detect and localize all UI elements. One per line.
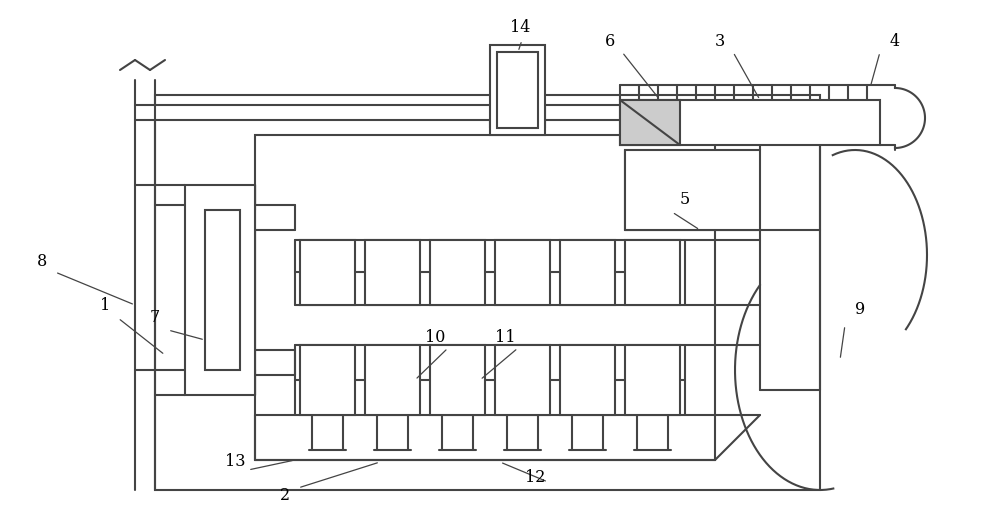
Bar: [205, 210, 240, 370]
Text: 12: 12: [525, 469, 545, 486]
Bar: [300, 345, 355, 415]
Bar: [255, 135, 715, 460]
Bar: [155, 95, 820, 490]
Bar: [620, 100, 680, 145]
Bar: [365, 345, 420, 415]
Bar: [495, 240, 550, 305]
Bar: [625, 150, 760, 230]
Bar: [625, 345, 680, 415]
Bar: [620, 100, 880, 145]
Bar: [560, 345, 615, 415]
Bar: [300, 240, 355, 305]
Text: 11: 11: [495, 330, 515, 347]
Text: 7: 7: [150, 310, 160, 327]
Text: 6: 6: [605, 33, 615, 50]
Text: 9: 9: [855, 302, 865, 319]
Bar: [185, 185, 255, 395]
Bar: [560, 240, 615, 305]
Text: 5: 5: [680, 192, 690, 209]
Bar: [490, 45, 545, 135]
Text: 3: 3: [715, 33, 725, 50]
Bar: [497, 52, 538, 128]
Text: 10: 10: [425, 330, 445, 347]
Text: 4: 4: [890, 33, 900, 50]
Text: 13: 13: [225, 453, 245, 470]
Text: 1: 1: [100, 296, 110, 313]
Bar: [430, 345, 485, 415]
Text: 2: 2: [280, 486, 290, 503]
Bar: [495, 345, 550, 415]
Bar: [625, 240, 680, 305]
Text: 14: 14: [510, 20, 530, 37]
Bar: [430, 240, 485, 305]
Text: 8: 8: [37, 253, 47, 270]
Bar: [365, 240, 420, 305]
